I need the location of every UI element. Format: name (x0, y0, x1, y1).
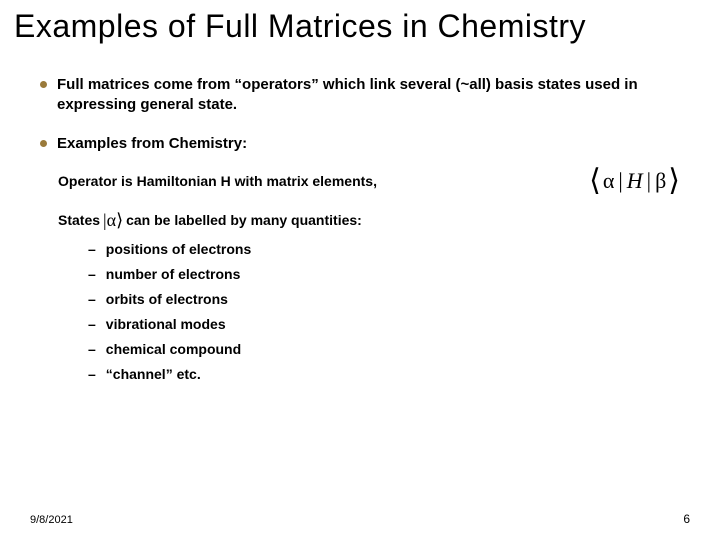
list-item: – positions of electrons (88, 241, 680, 257)
dash-icon: – (88, 291, 96, 307)
states-line: States |α⟩ can be labelled by many quant… (58, 210, 680, 231)
dash-text-0: positions of electrons (106, 241, 251, 257)
bullet-item-2: Examples from Chemistry: (40, 134, 680, 154)
list-item: – “channel” etc. (88, 366, 680, 382)
dirac-h: H (627, 168, 643, 194)
slide-title: Examples of Full Matrices in Chemistry (0, 0, 720, 45)
dirac-alpha: α (603, 168, 615, 194)
list-item: – number of electrons (88, 266, 680, 282)
hamiltonian-text: Operator is Hamiltonian H with matrix el… (58, 173, 377, 189)
hamiltonian-line: Operator is Hamiltonian H with matrix el… (58, 168, 680, 194)
list-item: – vibrational modes (88, 316, 680, 332)
dirac-bar-1: | (618, 168, 622, 194)
list-item: – orbits of electrons (88, 291, 680, 307)
dash-icon: – (88, 316, 96, 332)
rangle-icon: ⟩ (668, 172, 680, 190)
dash-icon: – (88, 366, 96, 382)
dash-icon: – (88, 266, 96, 282)
dirac-bar-2: | (647, 168, 651, 194)
dash-icon: – (88, 241, 96, 257)
footer-page-number: 6 (683, 512, 690, 526)
dirac-braket: ⟨ α | H | β ⟩ (589, 168, 680, 194)
dash-text-4: chemical compound (106, 341, 241, 357)
bullet-dot-icon (40, 81, 47, 88)
bullet-item-1: Full matrices come from “operators” whic… (40, 75, 680, 116)
states-post-text: can be labelled by many quantities: (126, 212, 362, 228)
bullet-dot-icon (40, 140, 47, 147)
dash-text-5: “channel” etc. (106, 366, 201, 382)
footer-date: 9/8/2021 (30, 514, 73, 526)
dash-text-1: number of electrons (106, 266, 241, 282)
dash-text-3: vibrational modes (106, 316, 226, 332)
dash-text-2: orbits of electrons (106, 291, 228, 307)
bullet-text-1: Full matrices come from “operators” whic… (57, 75, 680, 116)
content-area: Full matrices come from “operators” whic… (0, 45, 720, 382)
dash-icon: – (88, 341, 96, 357)
dash-list: – positions of electrons – number of ele… (88, 241, 680, 382)
states-pre-text: States (58, 212, 100, 228)
dirac-beta: β (655, 168, 666, 194)
list-item: – chemical compound (88, 341, 680, 357)
ket-alpha: |α⟩ (103, 210, 123, 231)
bullet-text-2: Examples from Chemistry: (57, 134, 247, 154)
langle-icon: ⟨ (589, 172, 601, 190)
